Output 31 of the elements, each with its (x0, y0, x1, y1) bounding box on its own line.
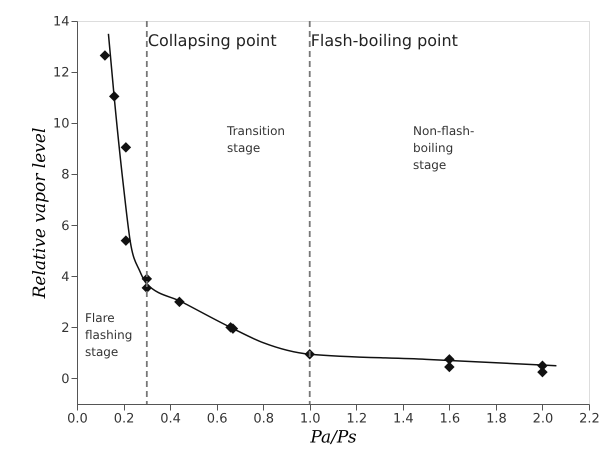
point (100, 50, 110, 61)
x-axis-title: Pa/Ps (309, 428, 357, 448)
x-tick-label: 1.2 (346, 412, 368, 426)
y-tick-label: 0 (61, 372, 70, 387)
y-tick-label: 12 (52, 66, 70, 81)
point (120, 142, 132, 153)
x-tick-label: 1.0 (300, 412, 321, 426)
x-tick-label: 0.2 (114, 412, 134, 426)
y-tick-label: 6 (61, 218, 70, 234)
ref-line-label: Flash-boiling point (310, 31, 458, 50)
annotation: Flare flashing stage (85, 311, 132, 359)
y-tick-label: 2 (61, 320, 70, 336)
y-tick-label: 14 (52, 14, 70, 30)
y-tick-label: 10 (52, 116, 70, 132)
x-tick-label: 2.2 (579, 412, 600, 426)
x-tick-label: 1.8 (486, 412, 507, 426)
point (444, 362, 455, 372)
x-tick-label: 0.0 (67, 412, 88, 426)
x-tick-label: 1.4 (392, 412, 414, 426)
point (120, 235, 132, 246)
x-tick-label: 0.4 (160, 412, 181, 426)
x-tick-label: 0.6 (206, 412, 228, 426)
annotation: Transition stage (226, 124, 286, 155)
x-tick-label: 1.6 (440, 412, 460, 426)
annotation: Non-flash- boiling stage (413, 124, 474, 172)
x-tick-label: 0.8 (253, 412, 274, 426)
x-tick-label: 2.0 (532, 412, 554, 426)
y-axis-title: Relative vapor level (30, 128, 50, 300)
y-tick-label: 4 (61, 270, 70, 285)
y-tick-label: 8 (61, 168, 70, 183)
ref-line-label: Collapsing point (148, 31, 277, 50)
